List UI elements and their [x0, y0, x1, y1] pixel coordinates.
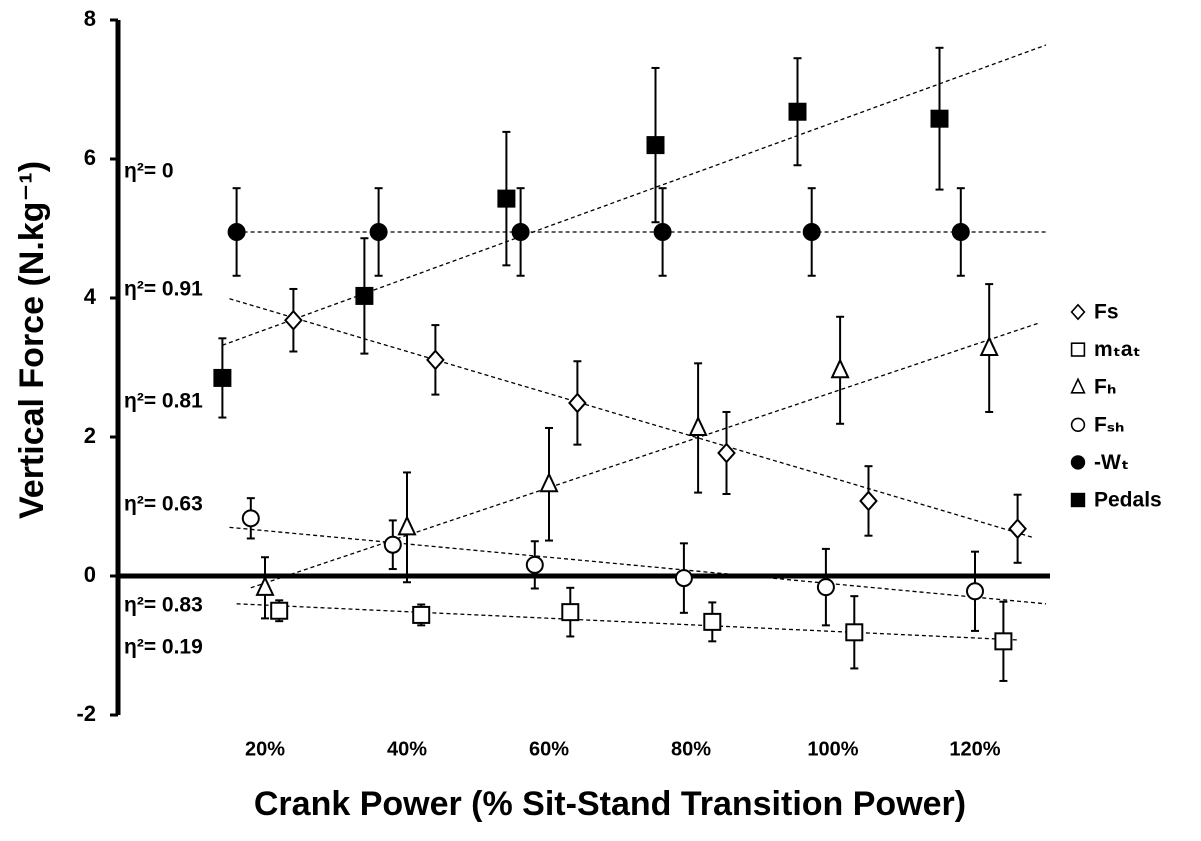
- point: [717, 442, 736, 464]
- point: [383, 535, 402, 554]
- point: [646, 136, 665, 155]
- point: [511, 222, 530, 241]
- point: [426, 349, 445, 371]
- point: [966, 582, 984, 601]
- point: [539, 471, 559, 493]
- point: [1008, 518, 1027, 540]
- point: [255, 575, 275, 596]
- point: [674, 569, 693, 588]
- trend-line: [236, 603, 1018, 641]
- x-tick-label: 40%: [387, 738, 427, 760]
- legend-label: mₜaₜ: [1094, 338, 1141, 361]
- point: [568, 392, 587, 414]
- trend-line: [250, 322, 1040, 589]
- point: [213, 368, 232, 387]
- point: [412, 605, 431, 624]
- point: [816, 578, 835, 597]
- point: [525, 555, 544, 574]
- point: [859, 490, 878, 512]
- annotation: η²= 0.81: [124, 390, 203, 413]
- legend-label: Fₕ: [1094, 376, 1116, 399]
- point: [241, 509, 260, 528]
- annotation: η²= 0.63: [124, 493, 203, 516]
- legend-marker: [1070, 455, 1086, 470]
- x-tick-label: 120%: [949, 738, 1000, 760]
- y-tick-label: 6: [84, 145, 96, 170]
- x-axis-title: Crank Power (% Sit-Stand Transition Powe…: [254, 785, 966, 823]
- x-tick-label: 20%: [245, 738, 285, 760]
- legend-label: -Wₜ: [1094, 451, 1129, 474]
- point: [830, 357, 850, 379]
- x-tick-label: 100%: [807, 738, 858, 760]
- y-axis-title: Vertical Force (N.kg⁻¹): [13, 161, 51, 519]
- x-tick-label: 60%: [529, 738, 569, 760]
- annotation: η²= 0.19: [124, 636, 203, 659]
- y-tick-label: -2: [76, 701, 96, 726]
- point: [284, 309, 303, 331]
- point: [653, 222, 672, 241]
- point: [951, 222, 970, 241]
- legend-label: Fₛₕ: [1094, 413, 1124, 436]
- point: [270, 601, 289, 620]
- point: [369, 222, 388, 241]
- point: [227, 222, 246, 241]
- point: [802, 222, 821, 241]
- y-tick-label: 0: [84, 562, 96, 587]
- y-tick-label: 8: [84, 6, 96, 31]
- annotation: η²= 0.91: [124, 278, 203, 301]
- trend-line: [229, 526, 1047, 605]
- trend-line: [229, 298, 1032, 538]
- point: [688, 415, 708, 436]
- y-tick-label: 2: [84, 423, 96, 448]
- point: [703, 612, 722, 631]
- legend-marker: [1070, 342, 1086, 357]
- point: [561, 603, 580, 622]
- annotation: η²= 0: [124, 160, 174, 183]
- point: [930, 109, 949, 128]
- legend-marker: [1070, 303, 1086, 321]
- legend-label: Pedals: [1094, 489, 1162, 512]
- annotation: η²= 0.83: [124, 594, 203, 617]
- x-tick-label: 80%: [671, 738, 711, 760]
- legend-marker: [1070, 417, 1086, 432]
- point: [994, 632, 1013, 651]
- point: [845, 623, 864, 642]
- point: [788, 102, 807, 121]
- legend-marker: [1070, 492, 1086, 508]
- legend-marker: [1070, 377, 1086, 394]
- trend-line: [222, 44, 1047, 346]
- point: [979, 335, 999, 357]
- point: [355, 286, 374, 305]
- point: [497, 189, 516, 208]
- y-tick-label: 4: [84, 284, 97, 309]
- point: [397, 515, 417, 536]
- legend-label: Fs: [1094, 301, 1119, 324]
